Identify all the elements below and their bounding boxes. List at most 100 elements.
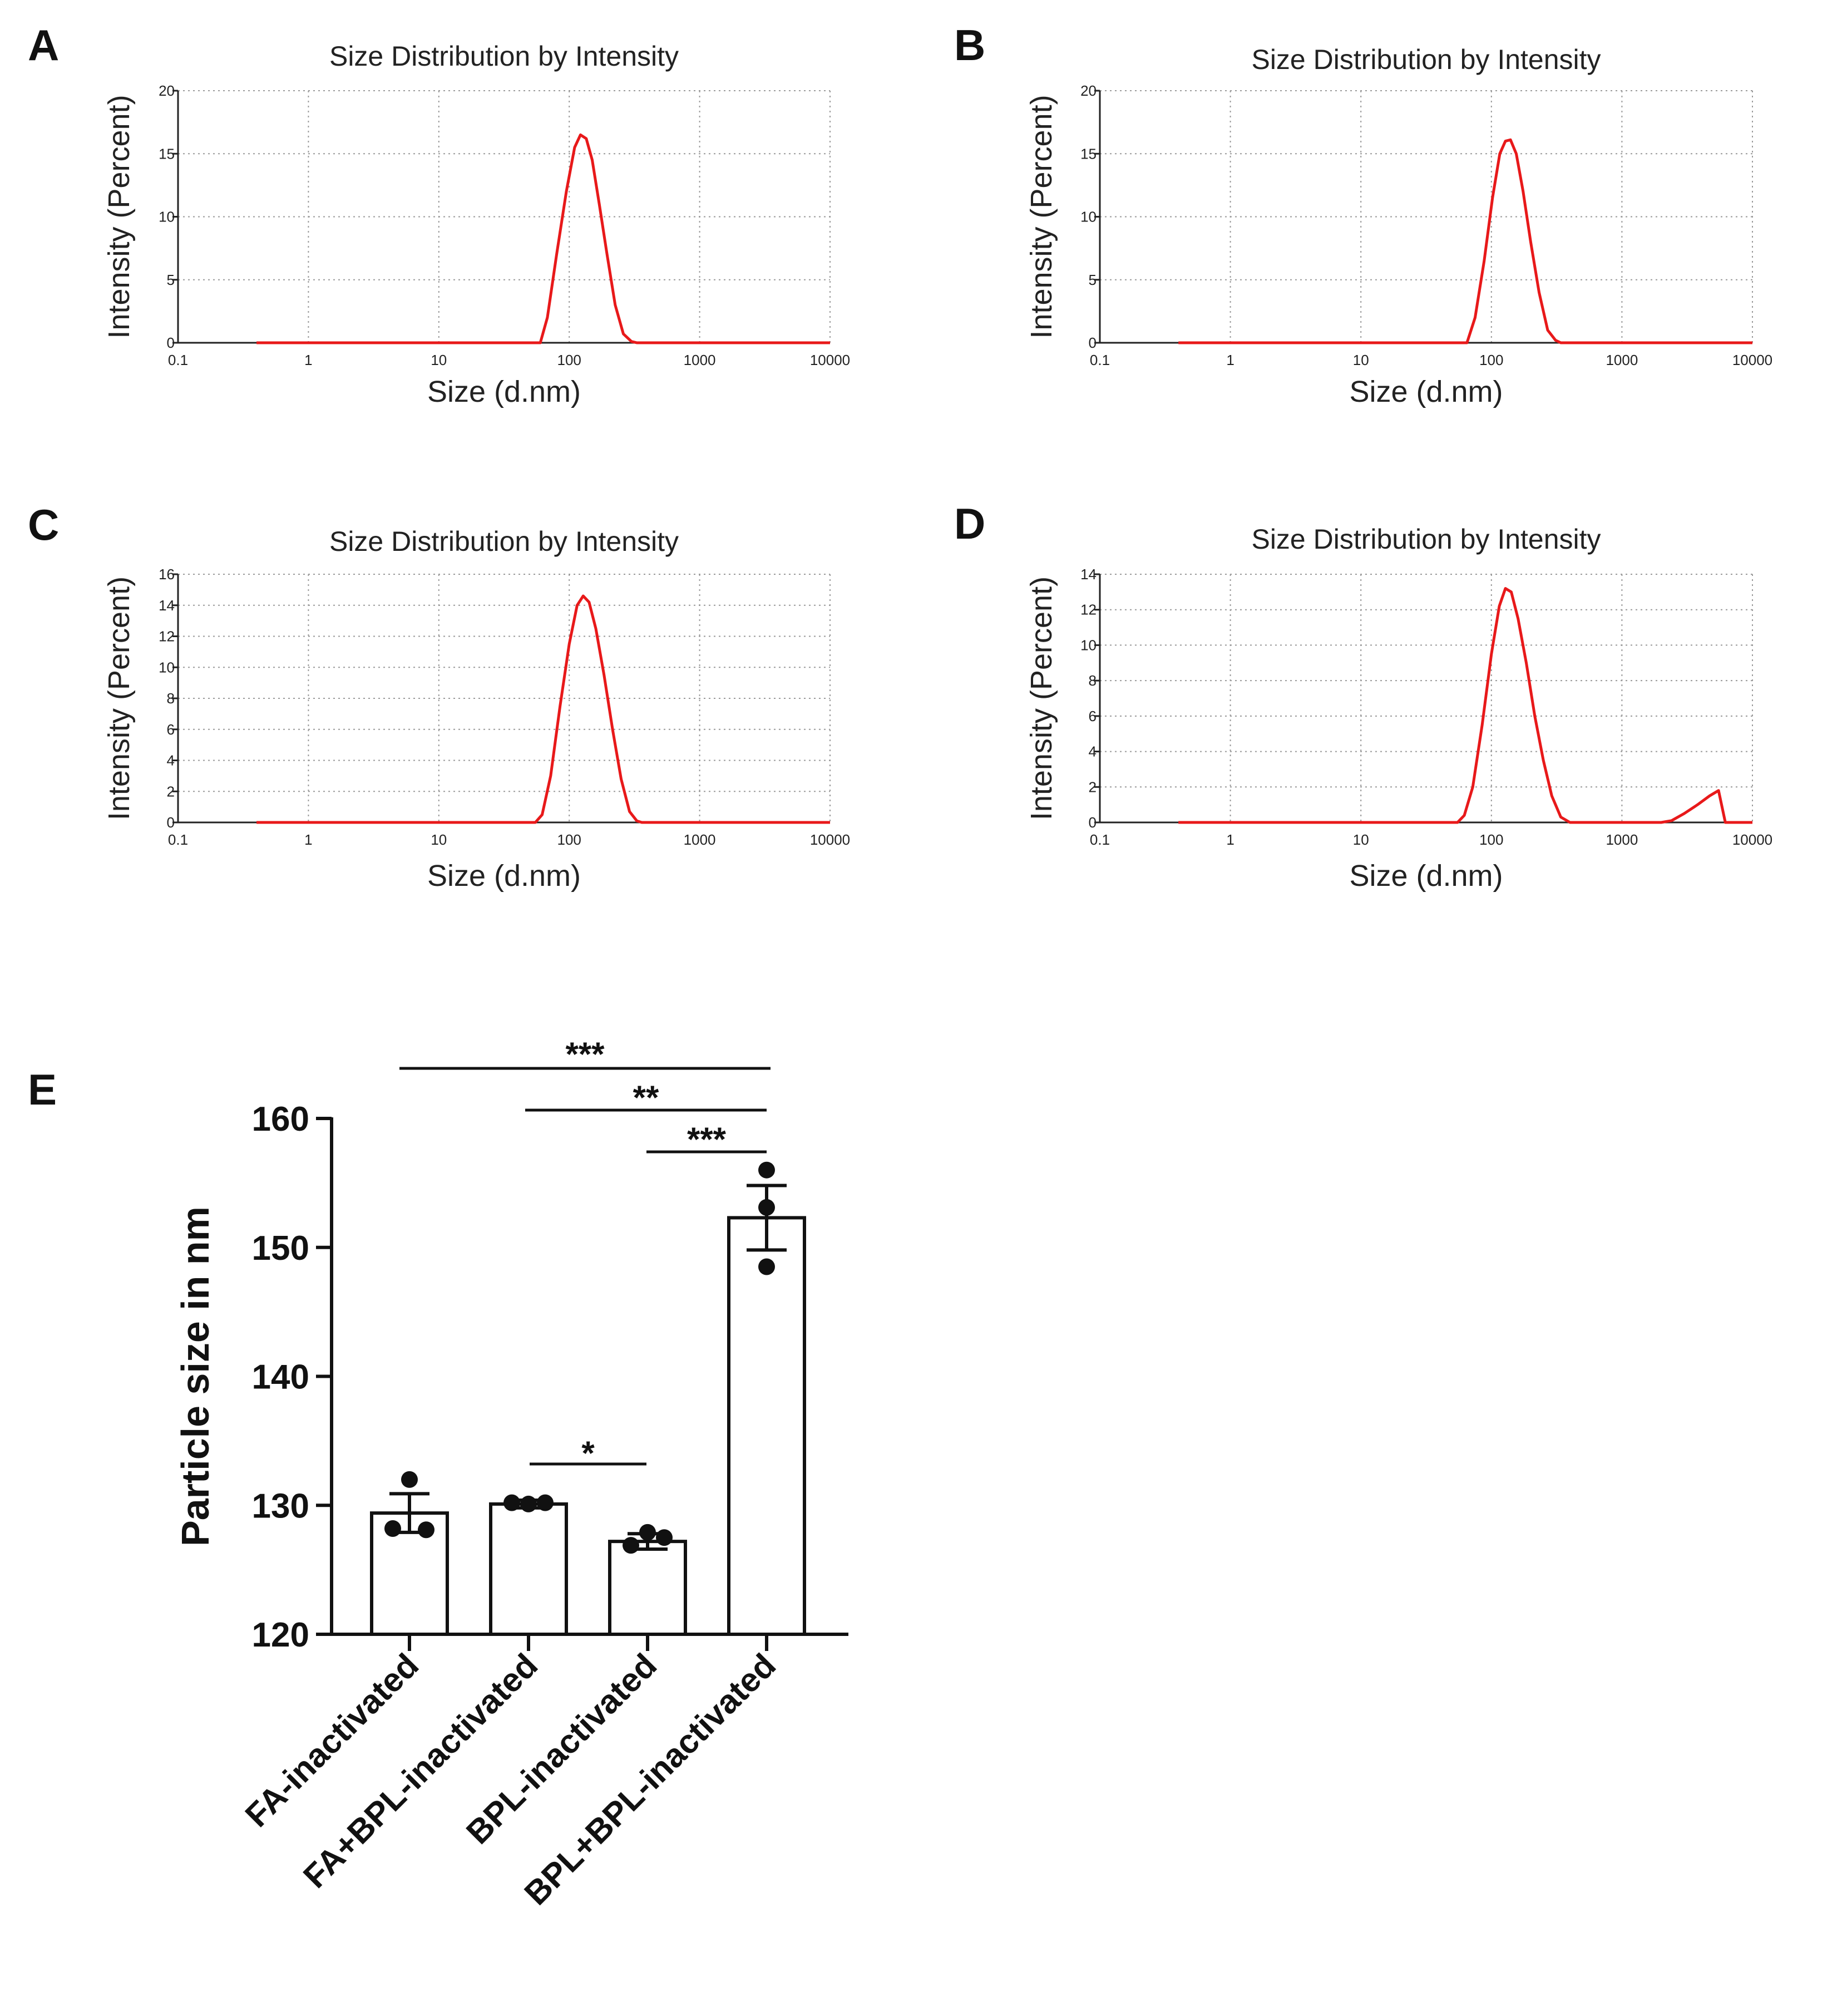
data-point — [639, 1524, 656, 1541]
panel-letter: E — [28, 1065, 57, 1114]
y-tick-label: 140 — [252, 1358, 309, 1397]
x-tick-label: 0.1 — [168, 352, 188, 368]
panel-d: D Size Distribution by Intensity Size (d.n… — [954, 499, 1772, 893]
y-tick-label: 5 — [167, 272, 175, 288]
y-tick-label: 5 — [1089, 272, 1097, 288]
y-tick-label: 12 — [1080, 602, 1097, 618]
chart-title: Size Distribution by Intensity — [1251, 524, 1601, 555]
x-tick-label: 0.1 — [1090, 352, 1110, 368]
bar — [489, 1502, 568, 1637]
significance-label: *** — [687, 1121, 727, 1158]
y-axis-label: Intensity (Percent) — [102, 95, 136, 338]
x-tick-label: 1 — [1226, 831, 1234, 848]
y-tick-label: 160 — [252, 1100, 309, 1138]
panel-b: B Size Distribution by Intensity Size (d.n… — [954, 21, 1772, 408]
y-tick-label: 2 — [167, 783, 175, 800]
data-point — [623, 1537, 639, 1554]
significance-label: * — [581, 1435, 595, 1472]
data-point — [384, 1520, 401, 1537]
y-axis-label: Intensity (Percent) — [1025, 95, 1058, 338]
y-axis-label: Intensity (Percent) — [1025, 576, 1058, 820]
x-tick-label: 100 — [557, 352, 581, 368]
data-point — [758, 1258, 775, 1275]
y-axis-label: Intensity (Percent) — [102, 576, 136, 820]
panel-letter: A — [28, 21, 59, 70]
x-tick-label: 10000 — [810, 352, 850, 368]
x-tick-label: 1 — [1226, 352, 1234, 368]
x-tick-label: 0.1 — [1090, 831, 1110, 848]
y-tick-label: 8 — [1089, 672, 1097, 689]
intensity-series-line — [256, 133, 830, 344]
y-tick-label: 0 — [167, 334, 175, 351]
y-tick-label: 8 — [167, 690, 175, 707]
x-axis-label: Size (d.nm) — [427, 859, 581, 893]
y-tick-label: 10 — [1080, 637, 1097, 653]
bar — [608, 1540, 687, 1636]
intensity-series-line — [1178, 587, 1752, 824]
x-axis-label: Size (d.nm) — [1349, 375, 1503, 408]
x-tick-label: 10000 — [810, 831, 850, 848]
y-tick-label: 150 — [252, 1229, 309, 1268]
data-point — [656, 1529, 673, 1546]
y-axis-label: Particle size in nm — [174, 1206, 217, 1546]
y-tick-label: 2 — [1089, 778, 1097, 795]
x-tick-label: 100 — [1479, 831, 1503, 848]
x-tick-label: 10 — [1353, 831, 1369, 848]
y-tick-label: 6 — [1089, 708, 1097, 724]
y-tick-label: 6 — [167, 721, 175, 738]
x-tick-label: 100 — [557, 831, 581, 848]
panel-letter: D — [954, 499, 985, 548]
significance-label: *** — [565, 1036, 605, 1073]
y-tick-label: 4 — [1089, 743, 1097, 760]
y-tick-label: 10 — [159, 209, 175, 225]
data-point — [537, 1494, 554, 1511]
y-tick-label: 0 — [167, 814, 175, 831]
x-tick-label: 1000 — [1606, 352, 1638, 368]
panel-letter: C — [28, 500, 59, 549]
x-tick-label: 10 — [431, 352, 447, 368]
y-tick-label: 130 — [252, 1487, 309, 1525]
y-tick-label: 10 — [159, 659, 175, 676]
y-tick-label: 4 — [167, 752, 175, 769]
y-tick-label: 0 — [1089, 334, 1097, 351]
y-tick-label: 15 — [1080, 145, 1097, 162]
intensity-series-line — [1178, 138, 1752, 344]
y-tick-label: 14 — [159, 597, 175, 614]
x-tick-label: 10 — [1353, 352, 1369, 368]
y-tick-label: 16 — [159, 566, 175, 583]
bar — [727, 1216, 806, 1636]
panel-a: A Size Distribution by Intensity Size (d.n… — [28, 21, 850, 408]
data-point — [758, 1161, 775, 1179]
y-tick-label: 20 — [159, 82, 175, 99]
x-tick-label: 100 — [1479, 352, 1503, 368]
y-tick-label: 12 — [159, 628, 175, 645]
intensity-series-line — [256, 594, 830, 824]
y-tick-label: 15 — [159, 145, 175, 162]
x-tick-label: 1000 — [684, 831, 716, 848]
data-point — [401, 1471, 418, 1488]
x-tick-label: 1 — [304, 352, 312, 368]
data-point — [520, 1495, 537, 1512]
x-axis-label: Size (d.nm) — [427, 375, 581, 408]
x-tick-label: 10000 — [1732, 831, 1772, 848]
chart-title: Size Distribution by Intensity — [329, 526, 679, 557]
x-tick-label: 1 — [304, 831, 312, 848]
chart-title: Size Distribution by Intensity — [329, 41, 679, 72]
x-tick-label: 0.1 — [168, 831, 188, 848]
y-tick-label: 14 — [1080, 566, 1097, 583]
x-tick-label: 10000 — [1732, 352, 1772, 368]
y-tick-label: 0 — [1089, 814, 1097, 831]
data-point — [418, 1521, 434, 1539]
y-tick-label: 120 — [252, 1616, 309, 1654]
panel-c: C Size Distribution by Intensity Size (d.n… — [28, 500, 850, 893]
x-axis-label: Size (d.nm) — [1349, 859, 1503, 893]
chart-title: Size Distribution by Intensity — [1251, 44, 1601, 75]
significance-label: ** — [633, 1079, 659, 1116]
panel-letter: B — [954, 21, 985, 70]
data-point — [503, 1494, 520, 1511]
y-tick-label: 10 — [1080, 209, 1097, 225]
y-tick-label: 20 — [1080, 82, 1097, 99]
data-point — [758, 1199, 775, 1216]
